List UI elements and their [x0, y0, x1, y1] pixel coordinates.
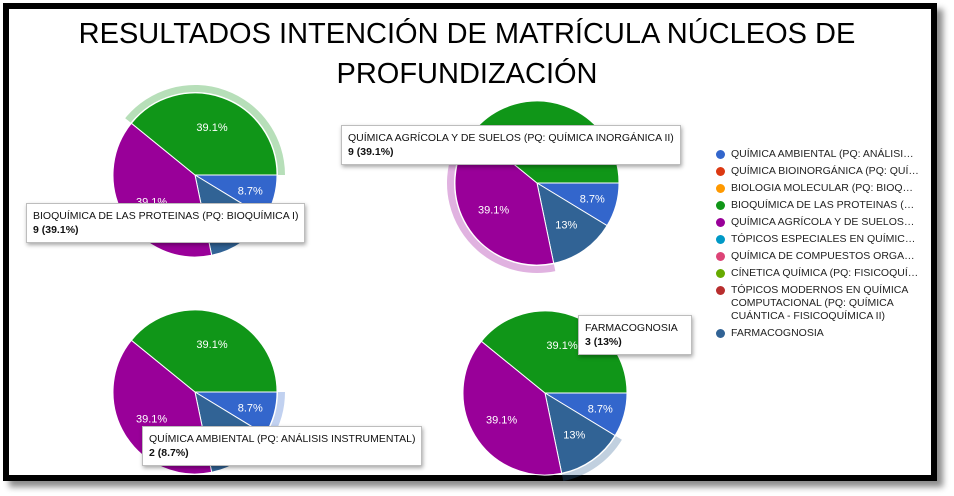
pie-slice-highlight — [561, 436, 622, 482]
pie-slice[interactable] — [130, 309, 278, 393]
legend-label: FARMACOGNOSIA — [731, 327, 824, 339]
legend-label: QUÍMICA DE COMPUESTOS ORGA… — [731, 250, 915, 262]
tooltip-quimica-agricola: QUÍMICA AGRÍCOLA Y DE SUELOS (PQ: QUÍMIC… — [341, 125, 681, 165]
pie-data-label: 39.1% — [196, 339, 227, 351]
tooltip-value: 9 (39.1%) — [33, 224, 79, 236]
pie-data-label: 39.1% — [196, 122, 227, 134]
legend-swatch — [716, 201, 725, 210]
legend-item[interactable]: QUÍMICA BIOINORGÁNICA (PQ: QUÍ… — [716, 165, 931, 178]
pie-data-label: 8.7% — [580, 193, 605, 205]
legend-label: QUÍMICA BIOINORGÁNICA (PQ: QUÍ… — [731, 165, 919, 177]
pie-data-label: 39.1% — [546, 340, 577, 352]
tooltip-label: FARMACOGNOSIA — [585, 322, 678, 334]
legend-label: CÍNETICA QUÍMICA (PQ: FISICOQUÍ… — [731, 267, 919, 279]
legend-label: BIOQUÍMICA DE LAS PROTEINAS (… — [731, 199, 915, 211]
tooltip-label: QUÍMICA AGRÍCOLA Y DE SUELOS (PQ: QUÍMIC… — [348, 132, 674, 144]
legend-swatch — [716, 150, 725, 159]
legend-item[interactable]: CÍNETICA QUÍMICA (PQ: FISICOQUÍ… — [716, 267, 931, 280]
legend-swatch — [716, 218, 725, 227]
pie-data-label: 8.7% — [588, 403, 613, 415]
legend-swatch — [716, 252, 725, 261]
pie-slice[interactable] — [544, 391, 616, 474]
legend-swatch — [716, 167, 725, 176]
pie-data-label: 39.1% — [136, 413, 167, 425]
legend-item[interactable]: TÓPICOS ESPECIALES EN QUÍMIC… — [716, 233, 931, 246]
legend-item[interactable]: BIOLOGIA MOLECULAR (PQ: BIOQ… — [716, 182, 931, 195]
pie-data-label: 39.1% — [478, 204, 509, 216]
legend-item[interactable]: QUÍMICA DE COMPUESTOS ORGA… — [716, 250, 931, 263]
legend-label: TÓPICOS MODERNOS EN QUÍMICA COMPUTACIONA… — [731, 284, 908, 322]
pie-data-label: 8.7% — [238, 402, 263, 414]
page-title: RESULTADOS INTENCIÓN DE MATRÍCULA NÚCLEO… — [78, 18, 856, 90]
pie-data-label: 8.7% — [238, 185, 263, 197]
tooltip-farmacognosia: FARMACOGNOSIA 3 (13%) — [578, 315, 692, 355]
tooltip-label: BIOQUÍMICA DE LAS PROTEINAS (PQ: BIOQUÍM… — [33, 210, 299, 222]
chart-legend: QUÍMICA AMBIENTAL (PQ: ANÁLISI… QUÍMICA … — [716, 148, 931, 344]
pie-slice[interactable] — [536, 181, 608, 264]
pie-slice-highlight — [125, 84, 286, 175]
legend-item[interactable]: QUÍMICA AGRÍCOLA Y DE SUELOS… — [716, 216, 931, 229]
tooltip-value: 9 (39.1%) — [348, 146, 394, 158]
pie-slice[interactable] — [462, 340, 563, 476]
legend-label: QUÍMICA AMBIENTAL (PQ: ANÁLISI… — [731, 148, 914, 160]
legend-swatch — [716, 286, 725, 295]
tooltip-quimica-ambiental: QUÍMICA AMBIENTAL (PQ: ANÁLISIS INSTRUME… — [142, 426, 423, 466]
tooltip-bioquimica: BIOQUÍMICA DE LAS PROTEINAS (PQ: BIOQUÍM… — [26, 203, 306, 243]
legend-label: QUÍMICA AGRÍCOLA Y DE SUELOS… — [731, 216, 915, 228]
legend-swatch — [716, 329, 725, 338]
legend-label: TÓPICOS ESPECIALES EN QUÍMIC… — [731, 233, 916, 245]
pie-data-label: 39.1% — [486, 414, 517, 426]
legend-swatch — [716, 269, 725, 278]
tooltip-value: 3 (13%) — [585, 336, 622, 348]
legend-swatch — [716, 184, 725, 193]
pie-data-label: 13% — [555, 220, 577, 232]
pie-slice[interactable] — [130, 92, 278, 176]
legend-item[interactable]: BIOQUÍMICA DE LAS PROTEINAS (… — [716, 199, 931, 212]
legend-item[interactable]: QUÍMICA AMBIENTAL (PQ: ANÁLISI… — [716, 148, 931, 161]
legend-label: BIOLOGIA MOLECULAR (PQ: BIOQ… — [731, 182, 914, 194]
legend-item[interactable]: FARMACOGNOSIA — [716, 327, 931, 340]
tooltip-label: QUÍMICA AMBIENTAL (PQ: ANÁLISIS INSTRUME… — [149, 433, 416, 445]
pie-data-label: 13% — [563, 430, 585, 442]
legend-swatch — [716, 235, 725, 244]
legend-item[interactable]: TÓPICOS MODERNOS EN QUÍMICA COMPUTACIONA… — [716, 284, 931, 323]
tooltip-value: 2 (8.7%) — [149, 447, 189, 459]
